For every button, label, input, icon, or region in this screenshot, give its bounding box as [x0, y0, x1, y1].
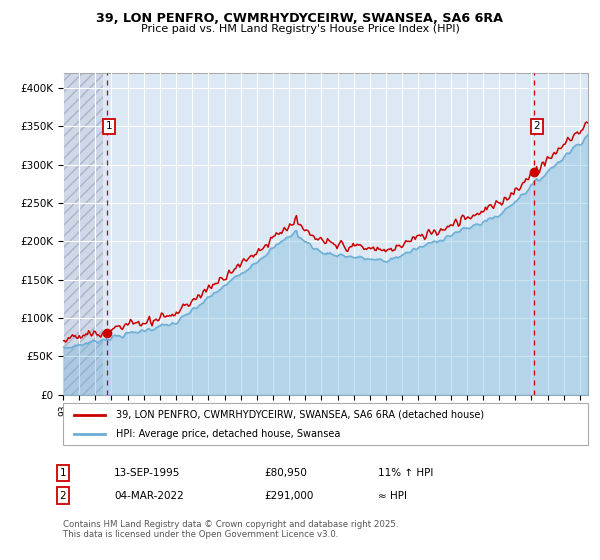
Text: £291,000: £291,000 — [264, 491, 313, 501]
Text: Price paid vs. HM Land Registry's House Price Index (HPI): Price paid vs. HM Land Registry's House … — [140, 24, 460, 34]
FancyBboxPatch shape — [63, 403, 588, 445]
Text: 2: 2 — [533, 122, 540, 132]
Text: £80,950: £80,950 — [264, 468, 307, 478]
Text: 04-MAR-2022: 04-MAR-2022 — [114, 491, 184, 501]
Text: ≈ HPI: ≈ HPI — [378, 491, 407, 501]
Text: 13-SEP-1995: 13-SEP-1995 — [114, 468, 181, 478]
Text: 39, LON PENFRO, CWMRHYDYCEIRW, SWANSEA, SA6 6RA: 39, LON PENFRO, CWMRHYDYCEIRW, SWANSEA, … — [97, 12, 503, 25]
Text: 1: 1 — [106, 122, 112, 132]
Text: 11% ↑ HPI: 11% ↑ HPI — [378, 468, 433, 478]
Text: Contains HM Land Registry data © Crown copyright and database right 2025.
This d: Contains HM Land Registry data © Crown c… — [63, 520, 398, 539]
Text: 1: 1 — [59, 468, 67, 478]
Text: 39, LON PENFRO, CWMRHYDYCEIRW, SWANSEA, SA6 6RA (detached house): 39, LON PENFRO, CWMRHYDYCEIRW, SWANSEA, … — [115, 409, 484, 419]
Text: 2: 2 — [59, 491, 67, 501]
Text: HPI: Average price, detached house, Swansea: HPI: Average price, detached house, Swan… — [115, 429, 340, 439]
